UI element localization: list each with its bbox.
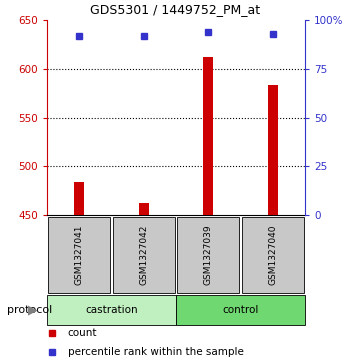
Text: protocol: protocol	[7, 305, 52, 315]
Bar	[47, 295, 176, 325]
Text: GDS5301 / 1449752_PM_at: GDS5301 / 1449752_PM_at	[90, 3, 260, 16]
Text: GSM1327039: GSM1327039	[204, 225, 213, 285]
Text: castration: castration	[85, 305, 138, 315]
Bar	[176, 295, 305, 325]
Text: percentile rank within the sample: percentile rank within the sample	[68, 347, 244, 357]
Text: GSM1327041: GSM1327041	[75, 225, 84, 285]
Bar	[113, 217, 175, 293]
Text: ▶: ▶	[28, 303, 38, 317]
Bar	[177, 217, 239, 293]
Text: GSM1327042: GSM1327042	[139, 225, 148, 285]
Text: control: control	[222, 305, 259, 315]
Text: GSM1327040: GSM1327040	[268, 225, 277, 285]
Bar	[139, 203, 149, 215]
Bar	[48, 217, 110, 293]
Bar	[268, 85, 278, 215]
Bar	[242, 217, 304, 293]
Text: count: count	[68, 328, 97, 338]
Bar	[203, 57, 213, 215]
Bar	[75, 182, 84, 215]
